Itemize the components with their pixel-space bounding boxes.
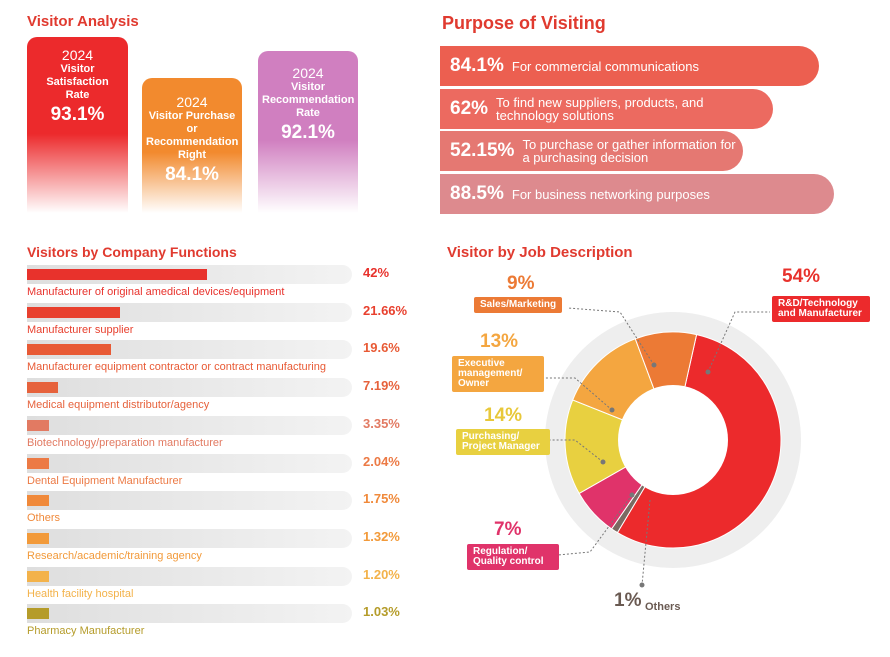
functions-title: Visitors by Company Functions xyxy=(27,244,237,260)
purpose-text: For commercial communications xyxy=(511,58,699,74)
recommendation-card: 2024 Visitor Recommendation Rate 92.1% xyxy=(258,51,358,213)
function-pct: 7.19% xyxy=(363,378,400,394)
function-pct: 1.20% xyxy=(363,566,400,582)
job-label-regulation: Regulation/ Quality control xyxy=(467,544,559,570)
function-bar xyxy=(27,269,207,280)
card-year: 2024 xyxy=(61,47,94,63)
purpose-pct: 62% xyxy=(450,98,489,119)
function-bar-track xyxy=(27,378,352,398)
leader-dot xyxy=(600,459,606,465)
job-label-others: Others xyxy=(645,601,681,613)
donut-slice xyxy=(634,331,698,442)
function-pct: 2.04% xyxy=(363,453,400,469)
function-pct: 21.66% xyxy=(363,302,408,318)
function-bar xyxy=(27,608,49,620)
job-pct-exec: 13% xyxy=(480,331,519,352)
purpose-item: 62% To find new suppliers, products, and… xyxy=(440,89,773,129)
purpose-text: To find new suppliers, products, and tec… xyxy=(496,95,704,123)
function-label: Manufacturer of original amedical device… xyxy=(27,286,285,298)
card-label: Visitor Purchase or Recommendation Right xyxy=(146,110,239,161)
donut-slice xyxy=(572,338,674,441)
job-label-rd: R&D/Technology and Manufacturer xyxy=(772,296,870,322)
purpose-text: To purchase or gather information for a … xyxy=(522,137,736,165)
function-pct: 42% xyxy=(363,265,390,280)
card-year: 2024 xyxy=(176,94,208,110)
purpose-pct: 52.15% xyxy=(450,140,515,161)
leader-dot xyxy=(651,362,657,368)
function-label: Research/academic/training agency xyxy=(27,549,202,562)
function-bar-track xyxy=(27,604,352,624)
function-bar xyxy=(27,382,58,394)
function-label: Dental Equipment Manufacturer xyxy=(27,474,183,487)
leader-line-rd xyxy=(707,311,770,373)
function-bar-track xyxy=(27,491,352,511)
donut-slice xyxy=(610,439,674,534)
job-pct-rd: 54% xyxy=(782,266,821,287)
leader-dot xyxy=(629,492,635,498)
donut-outer-ring xyxy=(545,312,801,568)
donut-slice xyxy=(578,439,674,530)
leader-line-purchasing xyxy=(548,439,604,463)
leader-line-exec xyxy=(542,377,613,411)
card-year: 2024 xyxy=(292,65,324,81)
function-label: Manufacturer supplier xyxy=(27,323,134,336)
function-bar-track xyxy=(27,453,352,473)
job-label-exec: Executive management/ Owner xyxy=(452,356,544,392)
job-label-sales: Sales/Marketing xyxy=(474,297,563,313)
purpose-title: Purpose of Visiting xyxy=(442,13,606,33)
job-pct-sales: 9% xyxy=(507,273,535,294)
visitor-analysis-title: Visitor Analysis xyxy=(27,13,139,30)
function-bar-track xyxy=(27,566,352,586)
card-label: Visitor Satisfaction Rate xyxy=(46,63,109,101)
function-pct: 19.6% xyxy=(363,340,400,356)
function-pct: 1.03% xyxy=(363,604,400,620)
leader-dot xyxy=(639,582,645,588)
function-label: Medical equipment distributor/agency xyxy=(27,399,210,412)
jobs-title: Visitor by Job Description xyxy=(447,244,633,261)
function-bar-track xyxy=(27,528,352,548)
card-value: 93.1% xyxy=(50,104,105,125)
function-label: Pharmacy Manufacturer xyxy=(27,625,145,638)
function-label: Health facility hospital xyxy=(27,587,134,600)
job-pct-regulation: 7% xyxy=(494,519,522,540)
donut-slice xyxy=(616,334,782,549)
purpose-text: For business networking purposes xyxy=(511,186,710,202)
function-bar xyxy=(27,457,49,469)
function-pct: 1.32% xyxy=(363,528,400,544)
purpose-item: 88.5% For business networking purposes xyxy=(440,174,834,214)
function-pct: 3.35% xyxy=(363,415,400,431)
donut-slice xyxy=(564,399,675,495)
function-bar xyxy=(27,344,111,356)
card-value: 84.1% xyxy=(165,164,219,185)
job-pct-purchasing: 14% xyxy=(484,405,523,426)
function-label: Others xyxy=(27,512,61,525)
function-bar xyxy=(27,306,120,318)
function-bar xyxy=(27,570,49,582)
card-value: 92.1% xyxy=(281,122,335,143)
leader-dot xyxy=(705,369,711,375)
function-bar xyxy=(27,495,49,507)
function-bar-track xyxy=(27,415,352,435)
leader-line-regulation xyxy=(557,494,633,556)
job-pct-others: 1% xyxy=(614,590,642,611)
satisfaction-card: 2024 Visitor Satisfaction Rate 93.1% xyxy=(27,37,128,213)
purpose-item: 84.1% For commercial communications xyxy=(440,46,819,86)
leader-line-sales xyxy=(567,307,655,366)
purpose-item: 52.15% To purchase or gather information… xyxy=(440,131,743,171)
function-label: Manufacturer equipment contractor or con… xyxy=(27,361,326,374)
function-bar xyxy=(27,532,49,544)
function-bar xyxy=(27,419,49,431)
donut-hole xyxy=(618,385,728,495)
card-label: Visitor Recommendation Rate xyxy=(262,81,355,119)
function-pct: 1.75% xyxy=(363,491,400,507)
leader-line-others xyxy=(641,499,651,586)
purchase-card: 2024 Visitor Purchase or Recommendation … xyxy=(142,78,242,213)
leader-dot xyxy=(609,407,615,413)
purpose-pct: 84.1% xyxy=(450,55,504,76)
function-label: Biotechnology/preparation manufacturer xyxy=(27,436,223,449)
purpose-pct: 88.5% xyxy=(450,183,504,204)
job-label-purchasing: Purchasing/ Project Manager xyxy=(456,429,550,455)
